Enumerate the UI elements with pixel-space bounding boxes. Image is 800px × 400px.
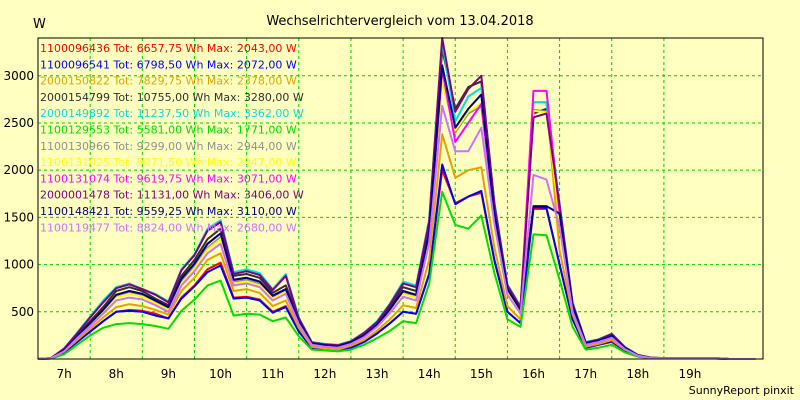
- legend-entry-11: 1100148421 Tot: 9559,25 Wh Max: 3110,00 …: [40, 205, 297, 218]
- chart-title: Wechselrichtervergleich vom 13.04.2018: [266, 14, 533, 29]
- x-tick-label: 10h: [209, 367, 232, 381]
- x-tick-label: 14h: [418, 367, 441, 381]
- legend-entry-2: 1100096541 Tot: 6798,50 Wh Max: 2072,00 …: [40, 58, 297, 71]
- legend-entry-7: 1100130966 Tot: 9299,00 Wh Max: 2944,00 …: [40, 140, 297, 153]
- series-line-12: [37, 105, 756, 360]
- x-tick-label: 18h: [626, 367, 649, 381]
- legend-entry-9: 1100131074 Tot: 9619,75 Wh Max: 3071,00 …: [40, 172, 297, 185]
- x-axis: 7h 8h 9h 10h 11h 12h 13h 14h 15h 16h 17h 18h 19h: [56, 367, 701, 381]
- grid: [38, 38, 763, 359]
- legend-entry-3: 2000150822 Tot: 7829,75 Wh Max: 2378,00 …: [40, 75, 297, 88]
- series-lines: [37, 37, 756, 360]
- x-tick-label: 12h: [313, 367, 336, 381]
- y-tick-label: 2500: [3, 116, 34, 130]
- legend-entry-12: 1100119477 Tot: 8824,00 Wh Max: 2680,00 …: [40, 221, 297, 234]
- y-tick-label: 3000: [3, 69, 34, 83]
- y-axis: 500 1000 1500 2000 2500 3000: [3, 69, 34, 319]
- x-tick-label: 11h: [261, 367, 284, 381]
- legend-entry-10: 2000001478 Tot: 11131,00 Wh Max: 3406,00…: [40, 189, 304, 202]
- x-tick-label: 13h: [366, 367, 389, 381]
- y-tick-label: 2000: [3, 163, 34, 177]
- y-axis-unit: W: [33, 17, 46, 32]
- x-tick-label: 7h: [56, 367, 71, 381]
- x-tick-label: 19h: [679, 367, 702, 381]
- x-tick-label: 9h: [161, 367, 176, 381]
- y-tick-label: 1500: [3, 210, 34, 224]
- x-tick-label: 8h: [109, 367, 124, 381]
- y-tick-label: 500: [11, 305, 34, 319]
- footer-credit: SunnyReport pinxit: [689, 384, 795, 397]
- x-tick-label: 15h: [470, 367, 493, 381]
- y-tick-label: 1000: [3, 258, 34, 272]
- x-tick-label: 16h: [522, 367, 545, 381]
- legend-entry-6: 1100129553 Tot: 5581,00 Wh Max: 1771,00 …: [40, 124, 297, 137]
- x-tick-label: 17h: [574, 367, 597, 381]
- legend-entry-1: 1100096436 Tot: 6657,75 Wh Max: 2043,00 …: [40, 42, 297, 55]
- plot-frame: [37, 37, 764, 360]
- legend-entry-5: 2000149892 Tot: 11237,50 Wh Max: 3362,00…: [40, 107, 304, 120]
- legend: 1100096436 Tot: 6657,75 Wh Max: 2043,00 …: [40, 42, 304, 234]
- legend-entry-8: 1100131025 Tot: 9071,50 Wh Max: 2947,00 …: [40, 156, 297, 169]
- legend-entry-4: 2000154799 Tot: 10755,00 Wh Max: 3280,00…: [40, 91, 304, 104]
- series-line-6: [37, 190, 756, 360]
